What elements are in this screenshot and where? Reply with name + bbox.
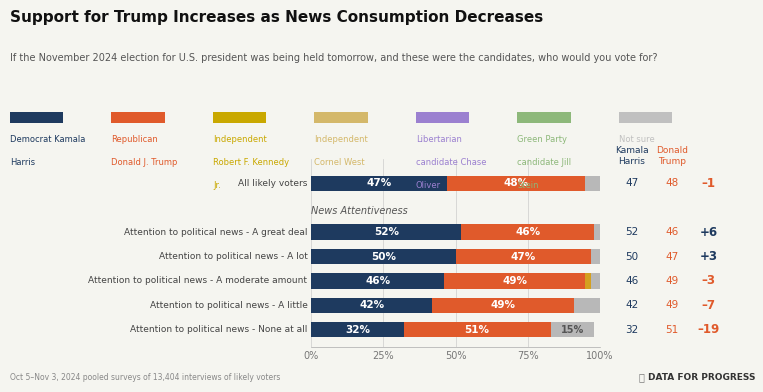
Text: 50: 50 xyxy=(625,252,639,261)
Text: Attention to political news - A moderate amount: Attention to political news - A moderate… xyxy=(89,276,307,285)
Bar xyxy=(591,273,600,289)
Bar xyxy=(594,225,600,240)
Text: All likely voters: All likely voters xyxy=(238,179,307,188)
Text: candidate Chase: candidate Chase xyxy=(416,158,486,167)
Text: 32%: 32% xyxy=(345,325,370,335)
Text: 49: 49 xyxy=(665,300,679,310)
Text: Cornel West: Cornel West xyxy=(314,158,365,167)
Text: News Attentiveness: News Attentiveness xyxy=(311,206,408,216)
Text: 49%: 49% xyxy=(502,276,527,286)
Text: 46: 46 xyxy=(625,276,639,286)
Text: –3: –3 xyxy=(702,274,716,287)
Bar xyxy=(404,322,551,338)
Text: Donald
Trump: Donald Trump xyxy=(656,145,688,165)
Text: DATA FOR PROGRESS: DATA FOR PROGRESS xyxy=(648,373,755,382)
Text: 50%: 50% xyxy=(371,252,396,261)
Text: 47%: 47% xyxy=(510,252,536,261)
Bar xyxy=(311,322,404,338)
Bar xyxy=(311,273,444,289)
Text: +3: +3 xyxy=(700,250,718,263)
Text: 42%: 42% xyxy=(359,300,385,310)
Text: 48: 48 xyxy=(665,178,679,188)
Text: candidate Jill: candidate Jill xyxy=(517,158,571,167)
Text: 46: 46 xyxy=(665,227,679,237)
Text: 52: 52 xyxy=(625,227,639,237)
Text: Independent: Independent xyxy=(314,135,368,144)
Text: ⧀: ⧀ xyxy=(639,372,645,382)
Text: Oct 5–Nov 3, 2024 pooled surveys of 13,404 interviews of likely voters: Oct 5–Nov 3, 2024 pooled surveys of 13,4… xyxy=(10,373,280,382)
Bar xyxy=(311,176,447,191)
Text: 48%: 48% xyxy=(504,178,529,188)
Text: Robert F. Kennedy: Robert F. Kennedy xyxy=(213,158,289,167)
Text: 51: 51 xyxy=(665,325,679,335)
Bar xyxy=(456,249,591,264)
Bar xyxy=(433,298,574,313)
Bar xyxy=(462,225,594,240)
Text: 15%: 15% xyxy=(561,325,584,335)
Text: Stein: Stein xyxy=(517,181,539,190)
Text: Green Party: Green Party xyxy=(517,135,568,144)
Text: 51%: 51% xyxy=(465,325,490,335)
Text: 46%: 46% xyxy=(515,227,540,237)
Bar xyxy=(585,176,600,191)
Text: Jr.: Jr. xyxy=(213,181,221,190)
Text: Oliver: Oliver xyxy=(416,181,441,190)
Text: 49: 49 xyxy=(665,276,679,286)
Text: Harris: Harris xyxy=(10,158,35,167)
Bar xyxy=(574,298,600,313)
Text: Republican: Republican xyxy=(111,135,158,144)
Text: 42: 42 xyxy=(625,300,639,310)
Bar xyxy=(551,322,594,338)
Text: –7: –7 xyxy=(702,299,716,312)
Bar xyxy=(444,273,585,289)
Bar xyxy=(311,298,433,313)
Text: Attention to political news - None at all: Attention to political news - None at al… xyxy=(130,325,307,334)
Text: –1: –1 xyxy=(702,177,716,190)
Text: +6: +6 xyxy=(700,225,718,239)
Bar xyxy=(311,225,462,240)
Bar xyxy=(447,176,585,191)
Text: Kamala
Harris: Kamala Harris xyxy=(615,145,649,165)
Text: Donald J. Trump: Donald J. Trump xyxy=(111,158,178,167)
Text: Democrat Kamala: Democrat Kamala xyxy=(10,135,85,144)
Text: 32: 32 xyxy=(625,325,639,335)
Text: –19: –19 xyxy=(697,323,720,336)
Text: 47: 47 xyxy=(625,178,639,188)
Text: 49%: 49% xyxy=(491,300,516,310)
Bar xyxy=(311,249,456,264)
Text: 46%: 46% xyxy=(365,276,390,286)
Text: 47%: 47% xyxy=(366,178,391,188)
Text: Support for Trump Increases as News Consumption Decreases: Support for Trump Increases as News Cons… xyxy=(10,10,543,25)
Text: Not sure: Not sure xyxy=(619,135,655,144)
Text: Independent: Independent xyxy=(213,135,266,144)
Text: If the November 2024 election for U.S. president was being held tomorrow, and th: If the November 2024 election for U.S. p… xyxy=(10,53,658,63)
Text: 52%: 52% xyxy=(374,227,399,237)
Text: 47: 47 xyxy=(665,252,679,261)
Text: Attention to political news - A little: Attention to political news - A little xyxy=(150,301,307,310)
Bar xyxy=(585,273,591,289)
Text: Libertarian: Libertarian xyxy=(416,135,462,144)
Text: Attention to political news - A great deal: Attention to political news - A great de… xyxy=(124,228,307,236)
Bar xyxy=(591,249,600,264)
Text: Attention to political news - A lot: Attention to political news - A lot xyxy=(159,252,307,261)
